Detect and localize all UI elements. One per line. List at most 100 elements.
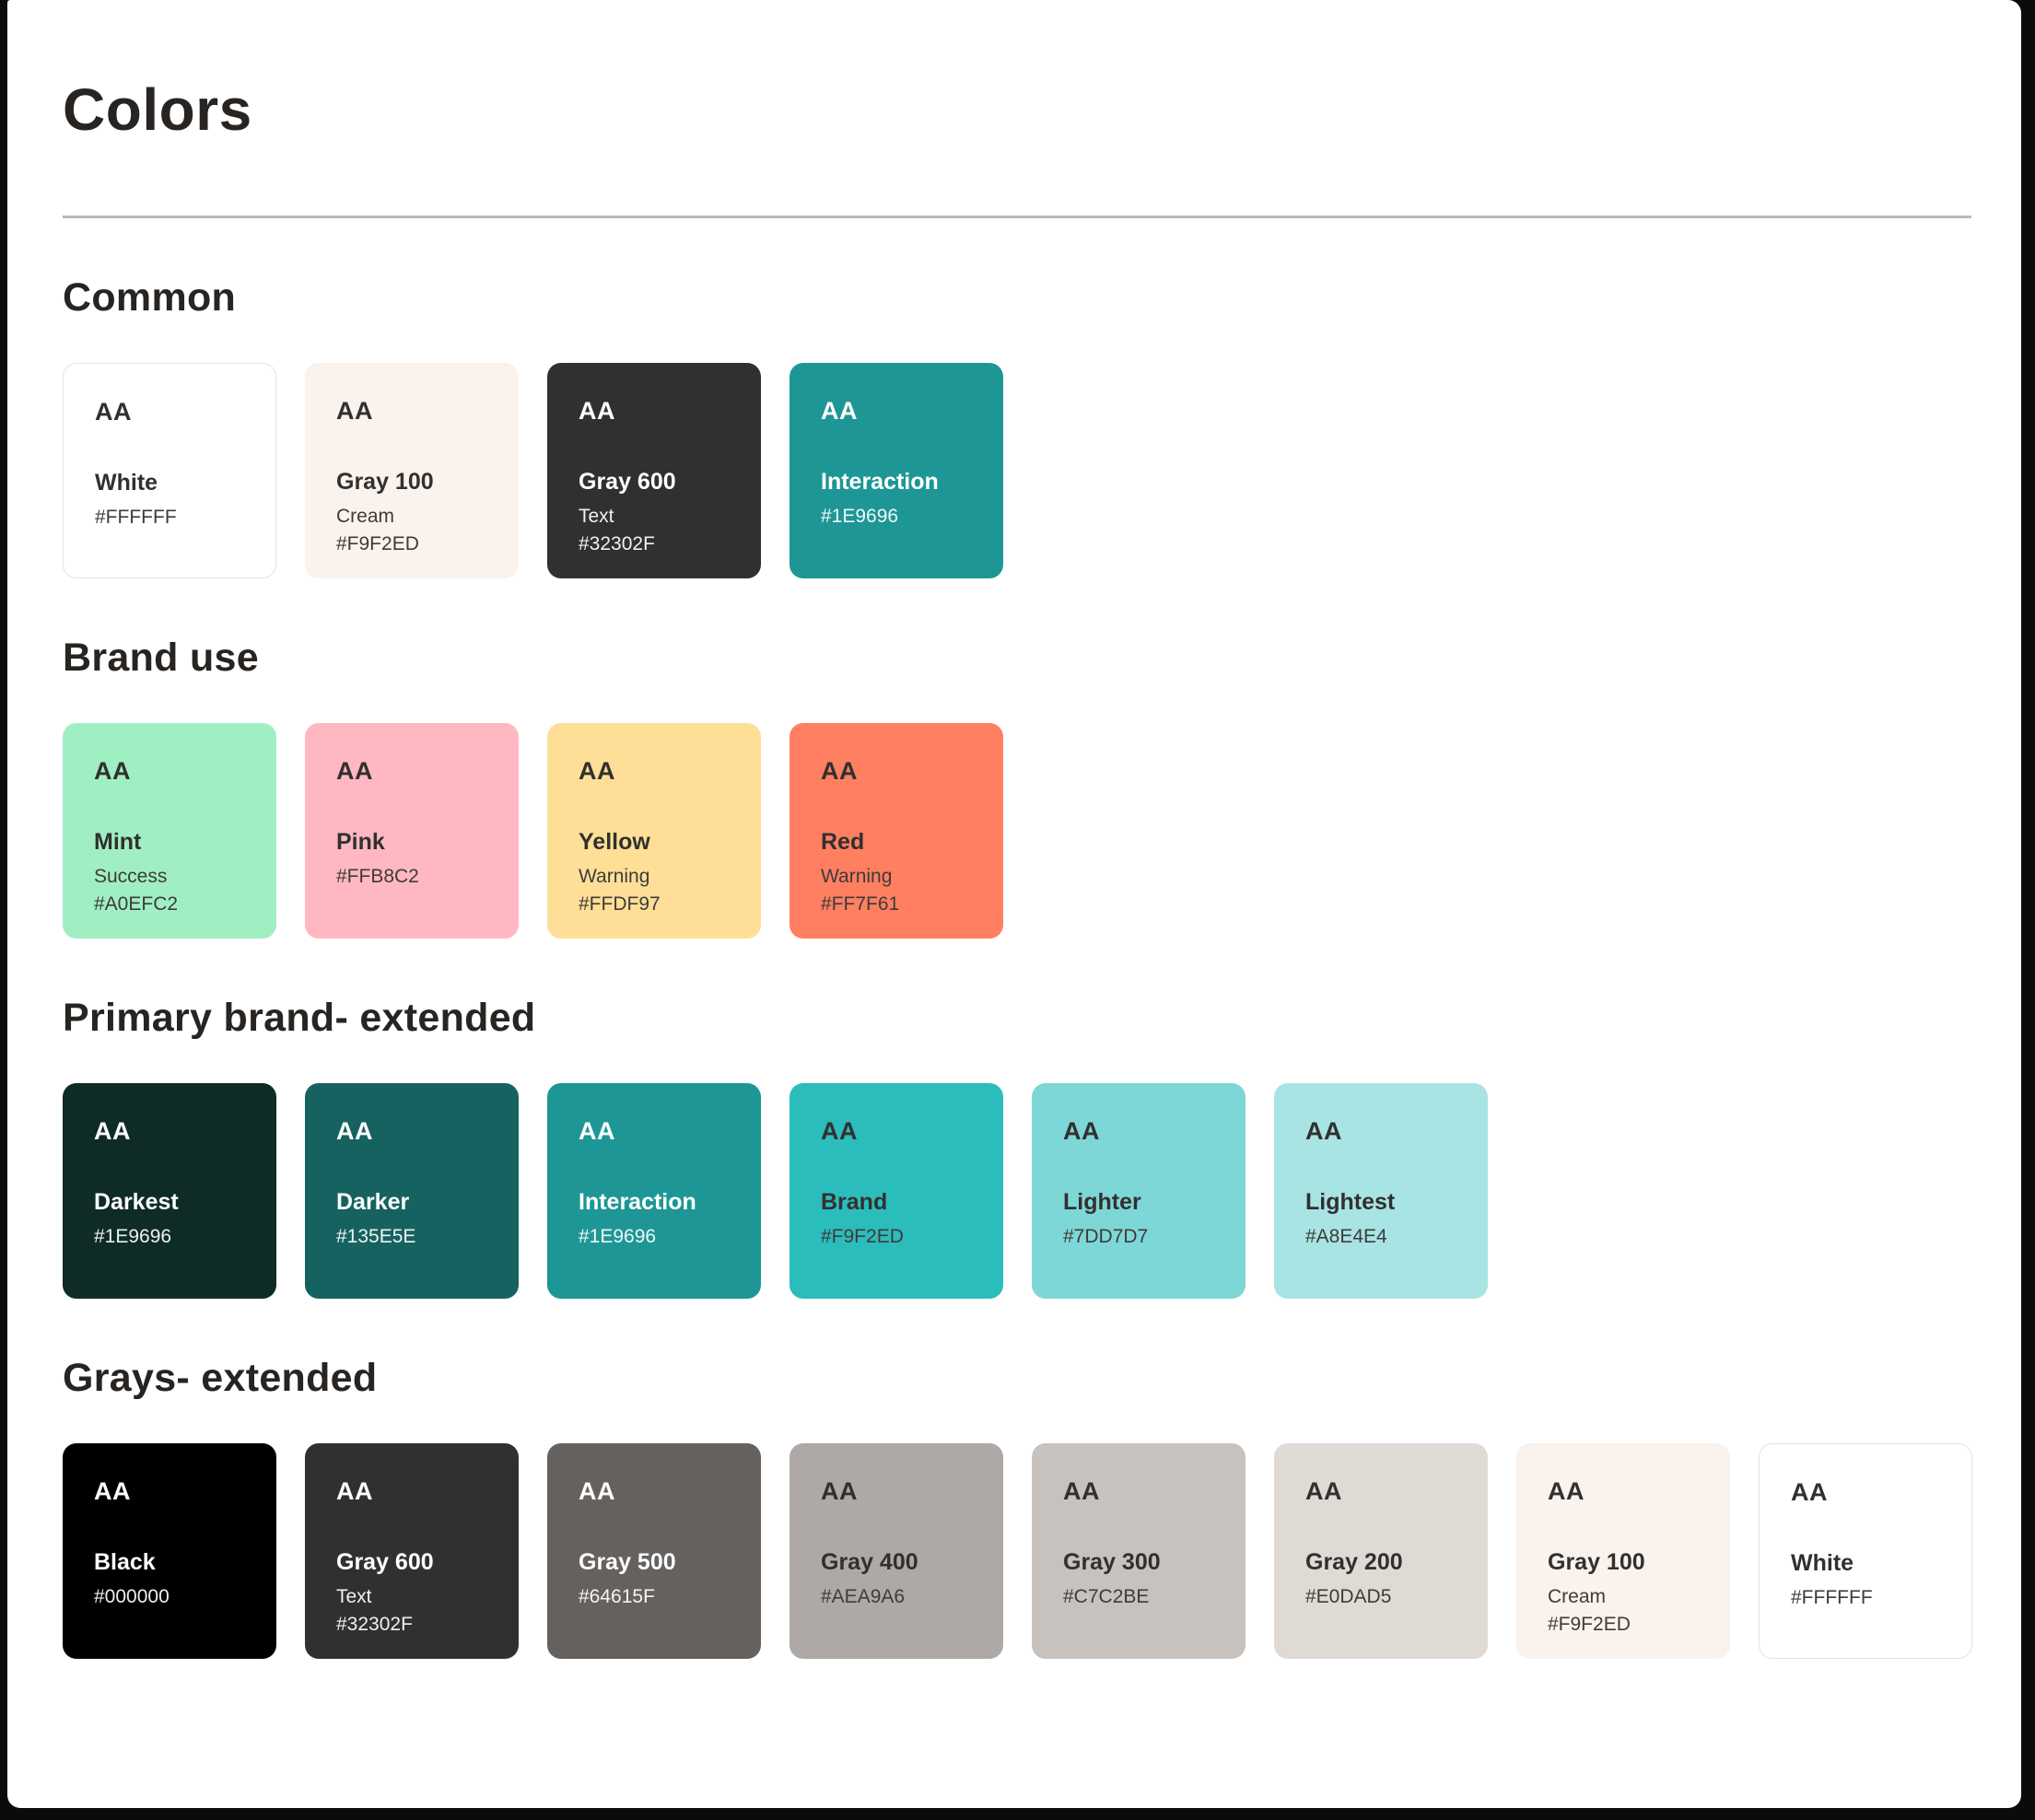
contrast-sample-label: AA <box>579 757 615 785</box>
contrast-sample-label: AA <box>1791 1478 1828 1506</box>
color-descriptor: Success <box>94 866 168 887</box>
color-swatch-card: AA Black #000000 <box>63 1443 276 1659</box>
color-name: Darkest <box>94 1189 179 1215</box>
color-swatch-card: AA Darker #135E5E <box>305 1083 519 1299</box>
color-name: Pink <box>336 829 385 855</box>
color-name: Gray 400 <box>821 1549 918 1575</box>
swatch-row: AA White #FFFFFF AA Gray 100 Cream #F9F2ED AA Gr… <box>63 363 1971 578</box>
color-name: Gray 600 <box>579 469 676 495</box>
color-hex-value: #A0EFC2 <box>94 893 179 915</box>
section-title: Primary brand- extended <box>63 996 536 1040</box>
color-descriptor: Text <box>579 506 614 527</box>
swatch-row: AA Mint Success #A0EFC2 AA Pink #FFB8C2 AA Yello… <box>63 723 1971 939</box>
color-swatch-card: AA Gray 100 Cream #F9F2ED <box>305 363 519 578</box>
color-hex-value: #FF7F61 <box>821 893 900 915</box>
color-hex-value: #AEA9A6 <box>821 1586 906 1607</box>
contrast-sample-label: AA <box>1063 1477 1100 1505</box>
color-hex-value: #F9F2ED <box>336 533 419 554</box>
contrast-sample-label: AA <box>821 757 858 785</box>
color-hex-value: #FFFFFF <box>1791 1587 1873 1608</box>
color-hex-value: #A8E4E4 <box>1305 1226 1387 1247</box>
color-name: Yellow <box>579 829 650 855</box>
contrast-sample-label: AA <box>336 1477 373 1505</box>
contrast-sample-label: AA <box>1305 1477 1342 1505</box>
color-name: Gray 100 <box>336 469 434 495</box>
contrast-sample-label: AA <box>579 1477 615 1505</box>
color-name: Lighter <box>1063 1189 1141 1215</box>
color-name: Interaction <box>821 469 939 495</box>
contrast-sample-label: AA <box>336 1117 373 1145</box>
contrast-sample-label: AA <box>1305 1117 1342 1145</box>
section-title: Brand use <box>63 636 259 680</box>
color-hex-value: #1E9696 <box>821 506 899 527</box>
contrast-sample-label: AA <box>821 1117 858 1145</box>
contrast-sample-label: AA <box>1063 1117 1100 1145</box>
page-content: Colors Common AA White #FFFFFF AA Gray 100 Cre… <box>63 0 1972 1659</box>
color-hex-value: #135E5E <box>336 1226 416 1247</box>
color-name: Gray 100 <box>1548 1549 1645 1575</box>
contrast-sample-label: AA <box>821 1477 858 1505</box>
contrast-sample-label: AA <box>821 397 858 425</box>
swatch-row: AA Black #000000 AA Gray 600 Text #32302F AA Gra… <box>63 1443 1972 1659</box>
color-name: Gray 500 <box>579 1549 676 1575</box>
color-name: Black <box>94 1549 156 1575</box>
color-hex-value: #32302F <box>336 1614 413 1635</box>
color-name: White <box>95 470 158 496</box>
color-swatch-card: AA Lightest #A8E4E4 <box>1274 1083 1488 1299</box>
color-hex-value: #F9F2ED <box>821 1226 904 1247</box>
color-name: Mint <box>94 829 142 855</box>
contrast-sample-label: AA <box>336 757 373 785</box>
color-swatch-card: AA Interaction #1E9696 <box>789 363 1003 578</box>
color-descriptor: Cream <box>336 506 395 527</box>
color-name: Gray 300 <box>1063 1549 1161 1575</box>
color-swatch-card: AA Mint Success #A0EFC2 <box>63 723 276 939</box>
contrast-sample-label: AA <box>336 397 373 425</box>
color-descriptor: Warning <box>579 866 650 887</box>
color-swatch-card: AA White #FFFFFF <box>63 363 276 578</box>
color-swatch-card: AA Gray 300 #C7C2BE <box>1032 1443 1246 1659</box>
contrast-sample-label: AA <box>579 397 615 425</box>
color-hex-value: #64615F <box>579 1586 655 1607</box>
color-hex-value: #FFFFFF <box>95 507 177 528</box>
section-title: Common <box>63 275 237 320</box>
color-swatch-card: AA White #FFFFFF <box>1759 1443 1972 1659</box>
contrast-sample-label: AA <box>579 1117 615 1145</box>
color-swatch-card: AA Gray 100 Cream #F9F2ED <box>1516 1443 1730 1659</box>
color-hex-value: #E0DAD5 <box>1305 1586 1392 1607</box>
color-swatch-card: AA Darkest #1E9696 <box>63 1083 276 1299</box>
page-title: Colors <box>63 76 252 143</box>
swatch-row: AA Darkest #1E9696 AA Darker #135E5E AA Interac… <box>63 1083 1971 1299</box>
color-swatch-card: AA Gray 500 #64615F <box>547 1443 761 1659</box>
color-swatch-card: AA Brand #F9F2ED <box>789 1083 1003 1299</box>
color-hex-value: #F9F2ED <box>1548 1614 1631 1635</box>
color-hex-value: #32302F <box>579 533 655 554</box>
color-name: Red <box>821 829 865 855</box>
color-swatch-card: AA Pink #FFB8C2 <box>305 723 519 939</box>
color-swatch-card: AA Red Warning #FF7F61 <box>789 723 1003 939</box>
color-swatch-card: AA Gray 600 Text #32302F <box>547 363 761 578</box>
color-name: Darker <box>336 1189 410 1215</box>
color-name: Lightest <box>1305 1189 1396 1215</box>
color-swatch-card: AA Lighter #7DD7D7 <box>1032 1083 1246 1299</box>
color-hex-value: #C7C2BE <box>1063 1586 1150 1607</box>
contrast-sample-label: AA <box>95 398 132 426</box>
color-hex-value: #7DD7D7 <box>1063 1226 1149 1247</box>
color-descriptor: Warning <box>821 866 893 887</box>
color-hex-value: #FFDF97 <box>579 893 661 915</box>
color-swatch-card: AA Yellow Warning #FFDF97 <box>547 723 761 939</box>
color-hex-value: #000000 <box>94 1586 170 1607</box>
style-guide-page: Colors Common AA White #FFFFFF AA Gray 100 Cre… <box>7 0 2021 1808</box>
sections-container: Common AA White #FFFFFF AA Gray 100 Cream #F9F2… <box>63 275 1972 1659</box>
contrast-sample-label: AA <box>94 757 131 785</box>
color-descriptor: Text <box>336 1586 372 1607</box>
color-name: Interaction <box>579 1189 696 1215</box>
color-hex-value: #FFB8C2 <box>336 866 419 887</box>
color-descriptor: Cream <box>1548 1586 1607 1607</box>
contrast-sample-label: AA <box>1548 1477 1585 1505</box>
title-divider <box>63 216 1971 218</box>
section-title: Grays- extended <box>63 1356 378 1400</box>
color-swatch-card: AA Gray 200 #E0DAD5 <box>1274 1443 1488 1659</box>
color-hex-value: #1E9696 <box>579 1226 657 1247</box>
color-swatch-card: AA Gray 600 Text #32302F <box>305 1443 519 1659</box>
color-name: Gray 200 <box>1305 1549 1403 1575</box>
